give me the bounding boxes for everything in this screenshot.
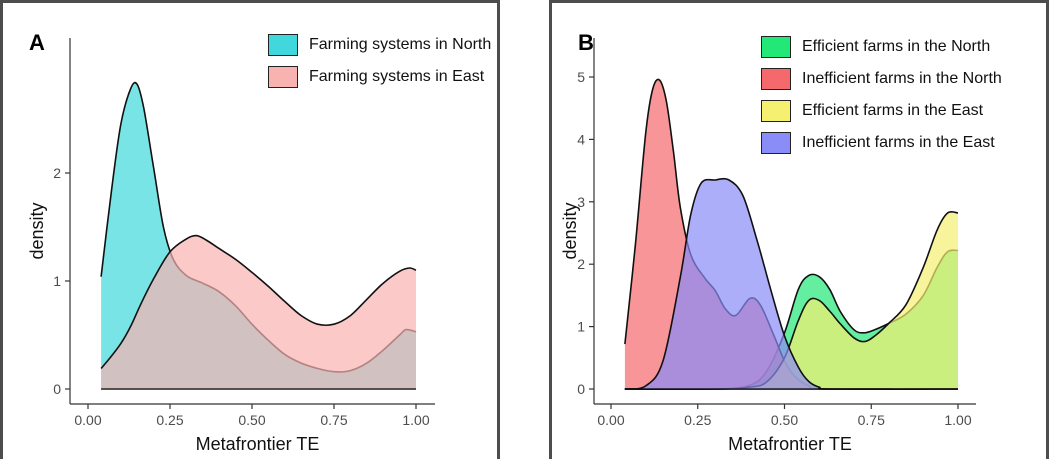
- legend-label: Farming systems in North: [309, 36, 492, 53]
- legend-label: Farming systems in East: [309, 68, 485, 85]
- x-tick-label: 0.75: [320, 412, 347, 428]
- legend-item: Efficient farms in the North: [761, 31, 1002, 63]
- x-tick-label: 0.50: [771, 412, 798, 428]
- legend-swatch: [268, 66, 298, 88]
- legend-item: Inefficient farms in the North: [761, 63, 1002, 95]
- y-tick-label: 5: [577, 69, 585, 85]
- legend-item: Inefficient farms in the East: [761, 127, 1002, 159]
- legend-swatch: [761, 36, 791, 58]
- density-area: [101, 235, 416, 389]
- y-tick-label: 0: [53, 381, 61, 397]
- y-tick-label: 3: [577, 194, 585, 210]
- panel-a: 0.00 0.25 0.50 0.75 1.00 0 1 2 Metafrontier TE de…: [0, 0, 500, 459]
- legend-item: Efficient farms in the East: [761, 95, 1002, 127]
- legend-item: Farming systems in East: [268, 61, 491, 93]
- legend-swatch: [268, 34, 298, 56]
- x-axis-title: Metafrontier TE: [728, 434, 852, 454]
- legend: Farming systems in North Farming systems…: [268, 29, 491, 93]
- x-axis-title: Metafrontier TE: [196, 434, 320, 454]
- panel-label: B: [578, 30, 594, 55]
- legend-label: Inefficient farms in the North: [802, 70, 1002, 87]
- x-tick-label: 1.00: [402, 412, 429, 428]
- y-tick-label: 2: [53, 165, 61, 181]
- x-tick-label: 0.50: [238, 412, 265, 428]
- panel-b: 0.00 0.25 0.50 0.75 1.00 0 1 2 3 4 5 Metafrontier T…: [549, 0, 1049, 459]
- y-tick-label: 1: [577, 319, 585, 335]
- y-tick-label: 4: [577, 131, 585, 147]
- density-line: [100, 234, 417, 370]
- x-tick-label: 0.00: [597, 412, 624, 428]
- y-tick-label: 0: [577, 381, 585, 397]
- density-plot-a: 0.00 0.25 0.50 0.75 1.00 0 1 2 Metafrontier TE de…: [27, 38, 435, 454]
- y-tick-label: 2: [577, 256, 585, 272]
- x-tick-label: 1.00: [944, 412, 971, 428]
- density-plot-b: 0.00 0.25 0.50 0.75 1.00 0 1 2 3 4 5 Metafrontier T…: [560, 38, 976, 454]
- density-line: [624, 177, 959, 390]
- x-tick-label: 0.25: [684, 412, 711, 428]
- x-tick-label: 0.25: [156, 412, 183, 428]
- legend-label: Efficient farms in the East: [802, 102, 984, 119]
- panel-label: A: [29, 30, 45, 55]
- y-tick-label: 1: [53, 273, 61, 289]
- y-axis-title: density: [560, 202, 580, 259]
- legend-swatch: [761, 68, 791, 90]
- legend-label: Efficient farms in the North: [802, 38, 991, 55]
- legend-item: Farming systems in North: [268, 29, 491, 61]
- x-tick-label: 0.00: [74, 412, 101, 428]
- legend-label: Inefficient farms in the East: [802, 134, 995, 151]
- x-tick-label: 0.75: [858, 412, 885, 428]
- legend-swatch: [761, 100, 791, 122]
- legend: Efficient farms in the North Inefficient…: [761, 31, 1002, 159]
- y-axis-title: density: [27, 202, 47, 259]
- density-area: [624, 211, 958, 390]
- density-area: [624, 178, 958, 390]
- legend-swatch: [761, 132, 791, 154]
